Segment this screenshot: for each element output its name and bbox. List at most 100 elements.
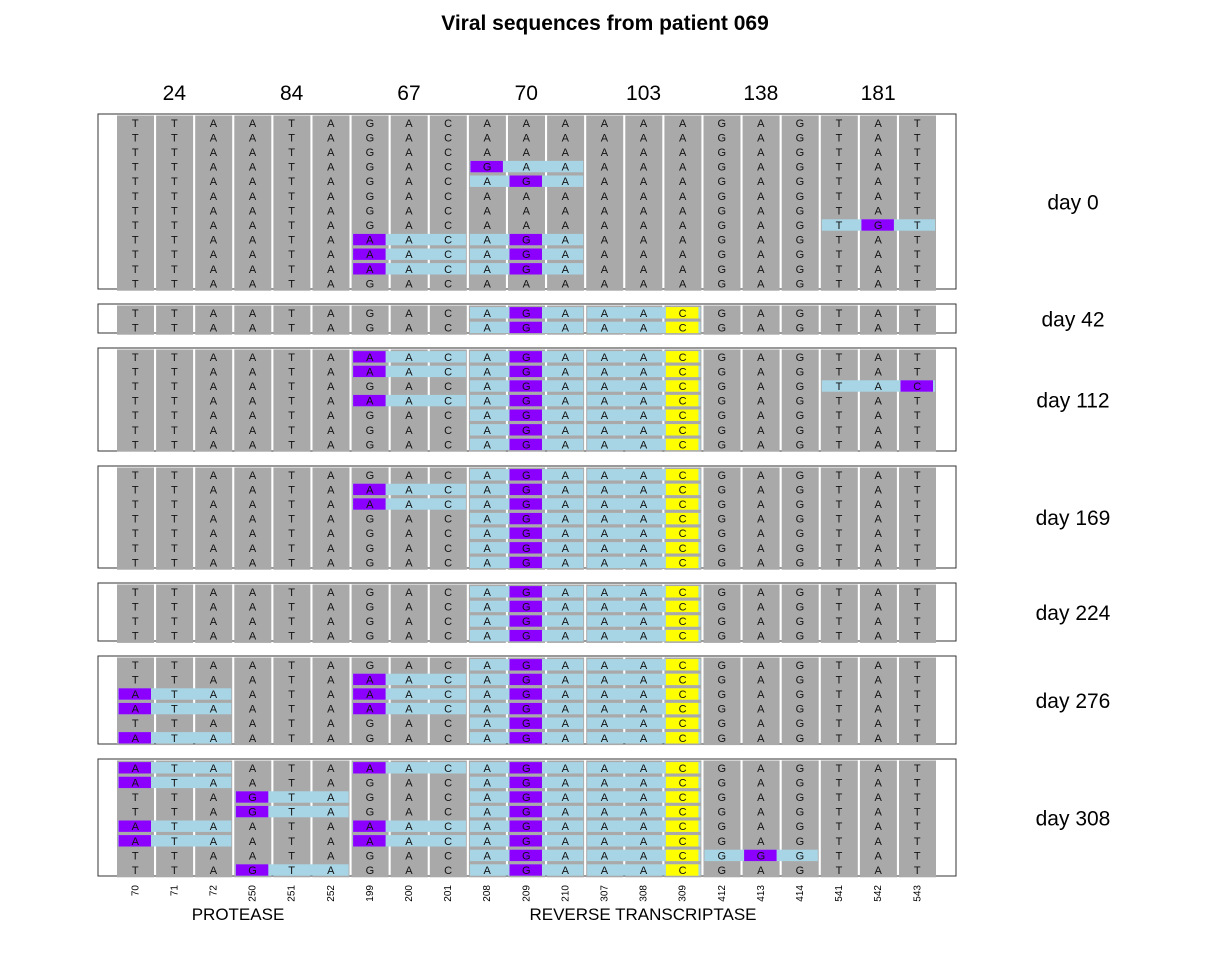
- nucleotide: A: [327, 235, 335, 247]
- changed-codon: [587, 688, 701, 700]
- nucleotide: A: [640, 777, 648, 789]
- nucleotide: A: [405, 514, 413, 526]
- nucleotide: A: [601, 366, 609, 378]
- nucleotide: G: [522, 425, 531, 437]
- nucleotide: C: [444, 308, 452, 320]
- changed-codon: [352, 702, 466, 715]
- nucleotide: G: [717, 439, 726, 451]
- nucleotide: A: [210, 470, 218, 482]
- changed-codon: [587, 498, 701, 510]
- nucleotide: A: [640, 220, 648, 232]
- nucleotide: T: [171, 514, 178, 526]
- nucleotide: A: [327, 147, 335, 159]
- nucleotide: A: [405, 528, 413, 540]
- day-label: day 224: [1036, 602, 1111, 625]
- nucleotide: T: [132, 381, 139, 393]
- nonsynonymous-mutation: [235, 864, 269, 876]
- nucleotide: T: [288, 821, 295, 833]
- nucleotide: A: [757, 616, 765, 628]
- nucleotide: T: [171, 410, 178, 422]
- nucleotide: A: [405, 631, 413, 643]
- nucleotide: A: [757, 308, 765, 320]
- nucleotide: A: [757, 249, 765, 261]
- nucleotide: A: [562, 704, 570, 716]
- nucleotide: A: [757, 278, 765, 290]
- nucleotide: A: [210, 132, 218, 144]
- nucleotide: A: [874, 718, 882, 730]
- nucleotide: C: [679, 733, 687, 745]
- nucleotide: T: [132, 499, 139, 511]
- nucleotide: T: [171, 689, 178, 701]
- nucleotide: A: [210, 249, 218, 261]
- nucleotide: A: [874, 543, 882, 555]
- nucleotide: A: [562, 176, 570, 188]
- nucleotide: A: [874, 176, 882, 188]
- nucleotide: G: [366, 557, 375, 569]
- nucleotide: G: [796, 514, 805, 526]
- nucleotide: T: [914, 631, 921, 643]
- synonymous-mutation: [665, 380, 699, 392]
- nucleotide: T: [171, 792, 178, 804]
- nucleotide: A: [249, 704, 257, 716]
- nucleotide: A: [327, 484, 335, 496]
- nucleotide: T: [132, 587, 139, 599]
- nucleotide: A: [210, 264, 218, 276]
- nucleotide: A: [249, 205, 257, 217]
- nucleotide: T: [171, 366, 178, 378]
- nucleotide: A: [405, 499, 413, 511]
- nucleotide: A: [405, 792, 413, 804]
- nucleotide: A: [679, 205, 687, 217]
- nucleotide: G: [796, 689, 805, 701]
- nucleotide: A: [601, 176, 609, 188]
- column-background: [429, 584, 467, 643]
- nucleotide: G: [366, 543, 375, 555]
- nucleotide: A: [249, 499, 257, 511]
- nucleotide: C: [913, 381, 921, 393]
- nucleotide: G: [717, 807, 726, 819]
- nucleotide: C: [444, 264, 452, 276]
- nucleotide: G: [522, 410, 531, 422]
- nucleotide: A: [523, 147, 531, 159]
- nucleotide: A: [757, 528, 765, 540]
- nucleotide: A: [405, 660, 413, 672]
- nucleotide: T: [914, 176, 921, 188]
- codon-label: 67: [397, 82, 420, 105]
- column-background: [351, 305, 389, 335]
- nucleotide: T: [836, 484, 843, 496]
- position-label: 71: [169, 885, 180, 897]
- column-background: [508, 115, 545, 291]
- nucleotide: T: [914, 674, 921, 686]
- nucleotide: A: [405, 220, 413, 232]
- column-background: [195, 657, 233, 746]
- nucleotide: A: [640, 543, 648, 555]
- nucleotide: C: [679, 865, 687, 877]
- nucleotide: A: [405, 850, 413, 862]
- nucleotide: G: [522, 528, 531, 540]
- nucleotide: C: [444, 616, 452, 628]
- nucleotide: A: [483, 704, 491, 716]
- nucleotide: A: [601, 777, 609, 789]
- synonymous-mutation: [665, 732, 699, 744]
- nucleotide: A: [562, 601, 570, 613]
- nucleotide: A: [562, 278, 570, 290]
- nucleotide: A: [249, 601, 257, 613]
- nucleotide: A: [562, 631, 570, 643]
- nucleotide: A: [601, 601, 609, 613]
- nucleotide: A: [405, 718, 413, 730]
- nucleotide: A: [210, 499, 218, 511]
- nucleotide: A: [327, 718, 335, 730]
- nucleotide: A: [327, 278, 335, 290]
- nucleotide: T: [288, 499, 295, 511]
- changed-codon: [352, 483, 466, 496]
- nucleotide: A: [757, 220, 765, 232]
- nucleotide: G: [717, 557, 726, 569]
- column-background: [625, 657, 663, 746]
- nucleotide: A: [640, 528, 648, 540]
- nucleotide: A: [562, 147, 570, 159]
- changed-codon: [587, 673, 701, 686]
- nucleotide: T: [132, 528, 139, 540]
- nucleotide: T: [914, 850, 921, 862]
- nucleotide: A: [366, 396, 374, 408]
- nucleotide: A: [327, 807, 335, 819]
